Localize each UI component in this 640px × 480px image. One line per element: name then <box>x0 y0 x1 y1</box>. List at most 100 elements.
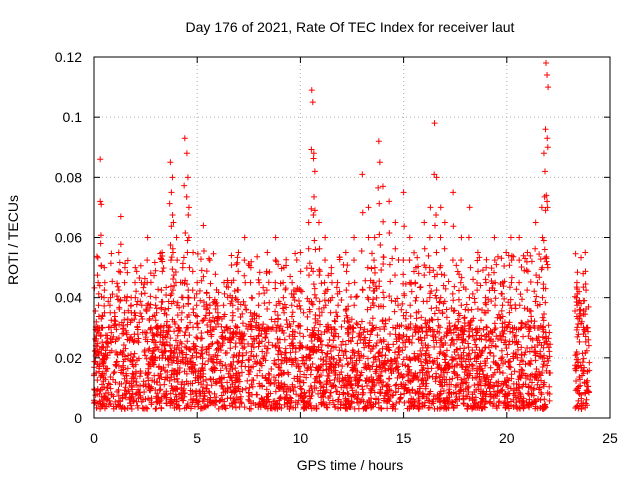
data-point <box>300 309 307 316</box>
data-point <box>519 320 526 327</box>
data-point <box>313 294 320 301</box>
data-point <box>504 351 511 358</box>
data-point <box>490 352 497 359</box>
data-point <box>94 377 101 384</box>
data-point <box>290 294 297 301</box>
data-point <box>141 347 148 354</box>
data-point <box>93 404 100 411</box>
data-point <box>395 385 402 392</box>
data-point <box>122 384 129 391</box>
data-point <box>393 338 400 345</box>
data-point <box>184 237 191 244</box>
data-point <box>528 258 535 265</box>
data-point <box>392 272 399 279</box>
data-point <box>465 234 472 241</box>
data-point <box>572 307 579 314</box>
data-point <box>241 257 248 264</box>
data-point <box>152 294 159 301</box>
data-point <box>115 249 122 256</box>
data-point <box>507 234 514 241</box>
data-point <box>203 268 210 275</box>
data-point <box>386 261 393 268</box>
data-point <box>225 370 232 377</box>
data-point <box>265 370 272 377</box>
data-point <box>465 333 472 340</box>
data-point <box>124 316 131 323</box>
data-point <box>305 272 312 279</box>
data-point <box>449 290 456 297</box>
data-point <box>258 331 265 338</box>
data-point <box>255 302 262 309</box>
data-point <box>521 305 528 312</box>
data-point <box>399 300 406 307</box>
data-point <box>157 386 164 393</box>
data-point <box>544 72 551 79</box>
data-point <box>212 380 219 387</box>
data-point <box>233 261 240 268</box>
data-point <box>144 234 151 241</box>
data-point <box>498 347 505 354</box>
data-point <box>386 229 393 236</box>
data-point <box>524 249 531 256</box>
data-point <box>426 282 433 289</box>
data-point <box>477 376 484 383</box>
data-point <box>283 256 290 263</box>
data-point <box>167 347 174 354</box>
data-point <box>147 387 154 394</box>
data-point <box>539 334 546 341</box>
data-point <box>418 325 425 332</box>
data-point <box>365 204 372 211</box>
data-point <box>538 391 545 398</box>
data-point <box>533 366 540 373</box>
data-point <box>93 253 100 260</box>
data-point <box>574 269 581 276</box>
data-point <box>316 245 323 252</box>
data-point <box>236 396 243 403</box>
data-point <box>501 262 508 269</box>
data-point <box>229 317 236 324</box>
data-point <box>306 332 313 339</box>
data-point <box>331 376 338 383</box>
data-point <box>136 373 143 380</box>
data-point <box>524 287 531 294</box>
data-point <box>245 340 252 347</box>
data-point <box>359 386 366 393</box>
data-point <box>272 342 279 349</box>
data-point <box>264 345 271 352</box>
data-point <box>137 262 144 269</box>
data-point <box>247 333 254 340</box>
data-point <box>392 219 399 226</box>
data-point <box>272 234 279 241</box>
data-point <box>272 308 279 315</box>
data-point <box>95 290 102 297</box>
data-point <box>305 245 312 252</box>
data-point <box>111 369 118 376</box>
data-point <box>406 234 413 241</box>
data-point <box>144 338 151 345</box>
data-point <box>376 278 383 285</box>
data-point <box>580 311 587 318</box>
data-point <box>543 60 550 67</box>
data-point <box>167 159 174 166</box>
data-point <box>165 305 172 312</box>
data-point <box>260 321 267 328</box>
data-point <box>359 171 366 178</box>
data-point <box>272 279 279 286</box>
data-point <box>305 219 312 226</box>
data-point <box>248 405 255 412</box>
data-point <box>473 344 480 351</box>
data-point <box>254 372 261 379</box>
data-point <box>431 222 438 229</box>
data-point <box>546 397 553 404</box>
data-point <box>451 283 458 290</box>
data-point <box>508 371 515 378</box>
data-point <box>415 336 422 343</box>
data-point <box>255 276 262 283</box>
data-point <box>392 245 399 252</box>
data-point <box>386 198 393 205</box>
data-point <box>92 307 99 314</box>
y-tick-label: 0.08 <box>55 169 82 185</box>
data-point <box>110 370 117 377</box>
data-point <box>209 340 216 347</box>
data-point <box>286 333 293 340</box>
